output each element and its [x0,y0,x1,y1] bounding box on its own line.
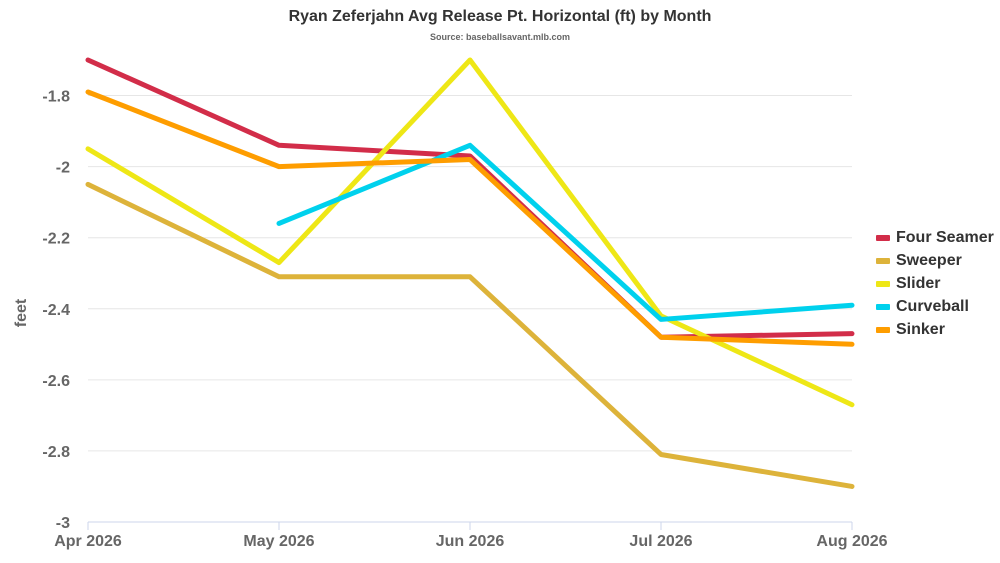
legend-label: Sinker [896,320,945,338]
series-line-sweeper [85,181,855,489]
legend-item-sweeper[interactable]: Sweeper [876,249,994,272]
y-axis-title: feet [13,298,30,327]
x-tick-label: Apr 2026 [54,533,122,550]
legend-label: Sweeper [896,251,962,269]
legend-item-four-seamer[interactable]: Four Seamer [876,226,994,249]
series-line-sinker [85,89,855,347]
legend-swatch [876,257,890,264]
legend-swatch [876,303,890,310]
y-tick-label: -2 [56,160,70,177]
series-line-slider [85,57,855,408]
legend-swatch [876,234,890,241]
y-tick-label: -2.6 [42,373,70,390]
x-axis: Apr 2026 May 2026 Jun 2026 Jul 2026 Aug 2026 [54,522,888,550]
y-tick-label: -2.8 [42,444,70,461]
chart-subtitle: Source: baseballsavant.mlb.com [429,32,571,42]
legend-swatch [876,326,890,333]
y-tick-label: -1.8 [42,89,70,106]
x-tick-label: Jul 2026 [629,533,692,550]
y-tick-label: -2.4 [42,302,70,319]
legend-label: Slider [896,274,941,292]
legend-label: Four Seamer [896,228,994,246]
legend: Four Seamer Sweeper Slider Curveball Sinker [876,226,994,341]
legend-item-sinker[interactable]: Sinker [876,318,994,341]
y-tick-label: -2.2 [42,231,70,248]
y-tick-label: -3 [56,515,70,532]
chart-title: Ryan Zeferjahn Avg Release Pt. Horizonta… [288,8,712,25]
series-lines [85,57,855,489]
legend-item-curveball[interactable]: Curveball [876,295,994,318]
legend-swatch [876,280,890,287]
legend-item-slider[interactable]: Slider [876,272,994,295]
x-tick-label: Jun 2026 [436,533,505,550]
x-tick-label: Aug 2026 [816,533,887,550]
x-tick-label: May 2026 [243,533,314,550]
series-line-curveball [276,142,855,322]
series-line-four-seamer [85,57,855,340]
legend-label: Curveball [896,297,969,315]
y-axis: -1.8 -2 -2.2 -2.4 -2.6 -2.8 -3 [42,89,70,532]
